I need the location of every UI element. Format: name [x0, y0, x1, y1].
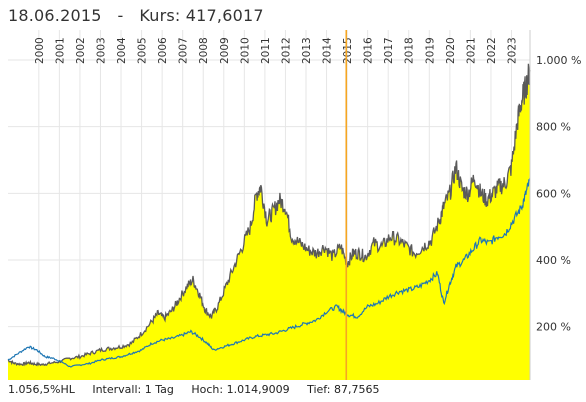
header-kurs-value: 417,6017	[185, 6, 264, 25]
footer-scale: 1.056,5%HL	[8, 383, 75, 396]
y-tick-label: 400 %	[536, 254, 571, 267]
y-tick-label: 200 %	[536, 321, 571, 334]
x-tick-label: 2022	[486, 37, 498, 64]
x-tick-label: 2017	[383, 37, 395, 64]
x-tick-label: 2004	[116, 37, 128, 64]
footer-high: Hoch: 1.014,9009	[191, 383, 290, 396]
x-tick-label: 2015	[342, 37, 354, 64]
x-tick-label: 2007	[178, 37, 190, 64]
header-date: 18.06.2015	[8, 6, 102, 25]
x-tick-label: 2016	[363, 37, 375, 64]
y-tick-label: 800 %	[536, 121, 571, 134]
y-tick-label: 1.000 %	[536, 54, 581, 67]
x-tick-label: 2003	[95, 37, 107, 64]
x-tick-label: 2013	[301, 37, 313, 64]
x-tick-label: 2014	[322, 37, 334, 64]
x-tick-label: 2006	[157, 37, 169, 64]
y-tick-label: 600 %	[536, 187, 571, 200]
x-tick-label: 2002	[75, 37, 87, 64]
header-separator-dash: -	[117, 6, 124, 25]
chart-header: 18.06.2015 - Kurs: 417,6017	[8, 6, 264, 25]
x-tick-label: 2018	[404, 37, 416, 64]
compare-series-line	[7, 177, 531, 368]
area-series-line	[7, 63, 531, 367]
x-tick-label: 2000	[34, 37, 46, 64]
x-tick-label: 2001	[54, 37, 66, 64]
area-fill	[8, 63, 530, 381]
header-kurs-label: Kurs:	[139, 6, 181, 25]
x-tick-label: 2020	[445, 37, 457, 64]
x-tick-label: 2005	[137, 37, 149, 64]
x-tick-label: 2012	[280, 37, 292, 64]
x-tick-label: 2008	[198, 37, 210, 64]
x-tick-label: 2011	[260, 37, 272, 64]
footer-interval: Intervall: 1 Tag	[92, 383, 174, 396]
chart-footer: 1.056,5%HL Intervall: 1 Tag Hoch: 1.014,…	[8, 383, 393, 396]
x-tick-label: 2010	[239, 37, 251, 64]
footer-low: Tief: 87,7565	[307, 383, 380, 396]
x-tick-label: 2021	[465, 37, 477, 64]
x-tick-label: 2019	[424, 37, 436, 64]
x-tick-label: 2023	[507, 37, 519, 64]
x-tick-label: 2009	[219, 37, 231, 64]
